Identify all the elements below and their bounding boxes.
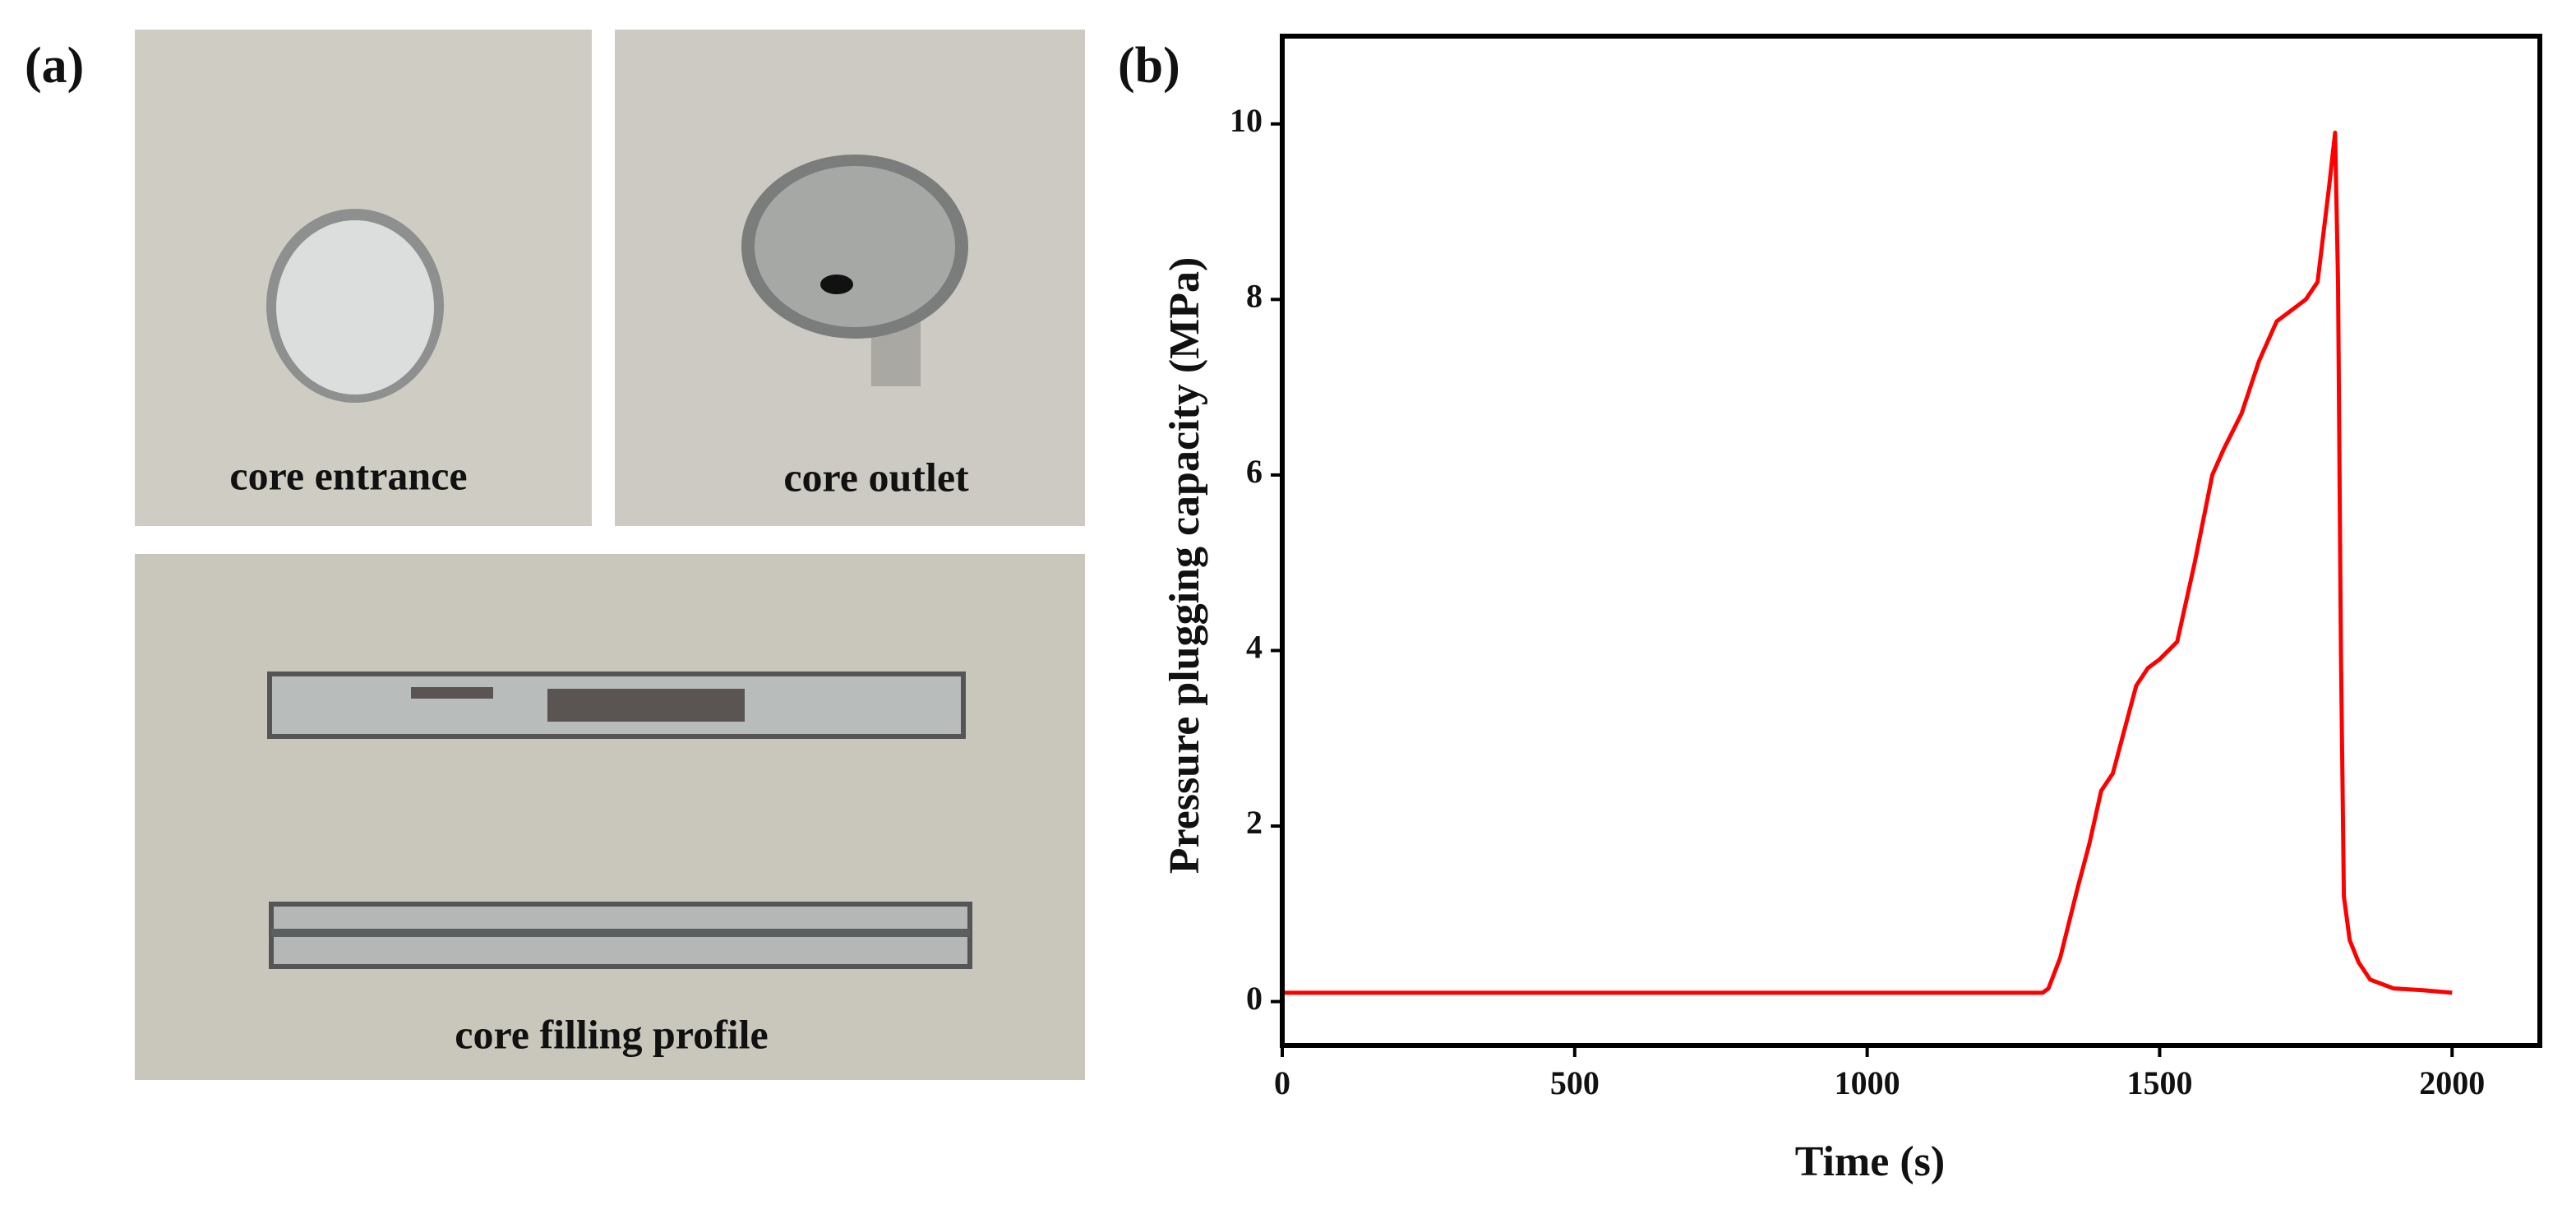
x-tick-label: 0 xyxy=(1274,1064,1290,1101)
y-tick-label: 8 xyxy=(1246,278,1263,315)
photo-core-outlet: core outlet xyxy=(615,30,1085,526)
photo-caption: core outlet xyxy=(783,454,969,500)
core-fill xyxy=(547,689,745,722)
core-stripe xyxy=(271,929,970,937)
core-face xyxy=(276,220,434,395)
x-tick-label: 500 xyxy=(1550,1064,1600,1101)
photo-bg xyxy=(135,554,1085,1080)
x-tick-label: 1000 xyxy=(1835,1064,1900,1101)
line-chart: 0 500 1000 1500 2000 0 2 4 6 8 10 Time (s) Pressure … xyxy=(1161,34,2542,1185)
photo-core-entrance: core entrance xyxy=(135,30,592,526)
panel-label: (b) xyxy=(1118,38,1180,94)
panel-label: (a) xyxy=(25,38,84,94)
data-line xyxy=(1282,131,2453,995)
y-tick-label: 0 xyxy=(1246,980,1263,1017)
y-tick-label: 6 xyxy=(1246,453,1263,490)
plot-frame xyxy=(1280,34,2542,1048)
core-hole xyxy=(820,275,853,294)
core-face xyxy=(755,166,955,327)
y-tick-label: 2 xyxy=(1246,804,1263,841)
y-tick-label: 10 xyxy=(1230,102,1263,139)
x-axis-label: Time (s) xyxy=(1795,1138,1945,1185)
photo-caption: core filling profile xyxy=(455,1011,768,1057)
y-axis-label: Pressure plugging capacity (MPa) xyxy=(1161,257,1208,875)
core-fill xyxy=(411,687,493,699)
x-tick-label: 2000 xyxy=(2419,1064,2485,1101)
photo-core-profile: core filling profile xyxy=(135,554,1085,1080)
photo-caption: core entrance xyxy=(229,452,467,498)
y-tick-label: 4 xyxy=(1246,629,1263,666)
x-tick-label: 1500 xyxy=(2126,1064,2192,1101)
